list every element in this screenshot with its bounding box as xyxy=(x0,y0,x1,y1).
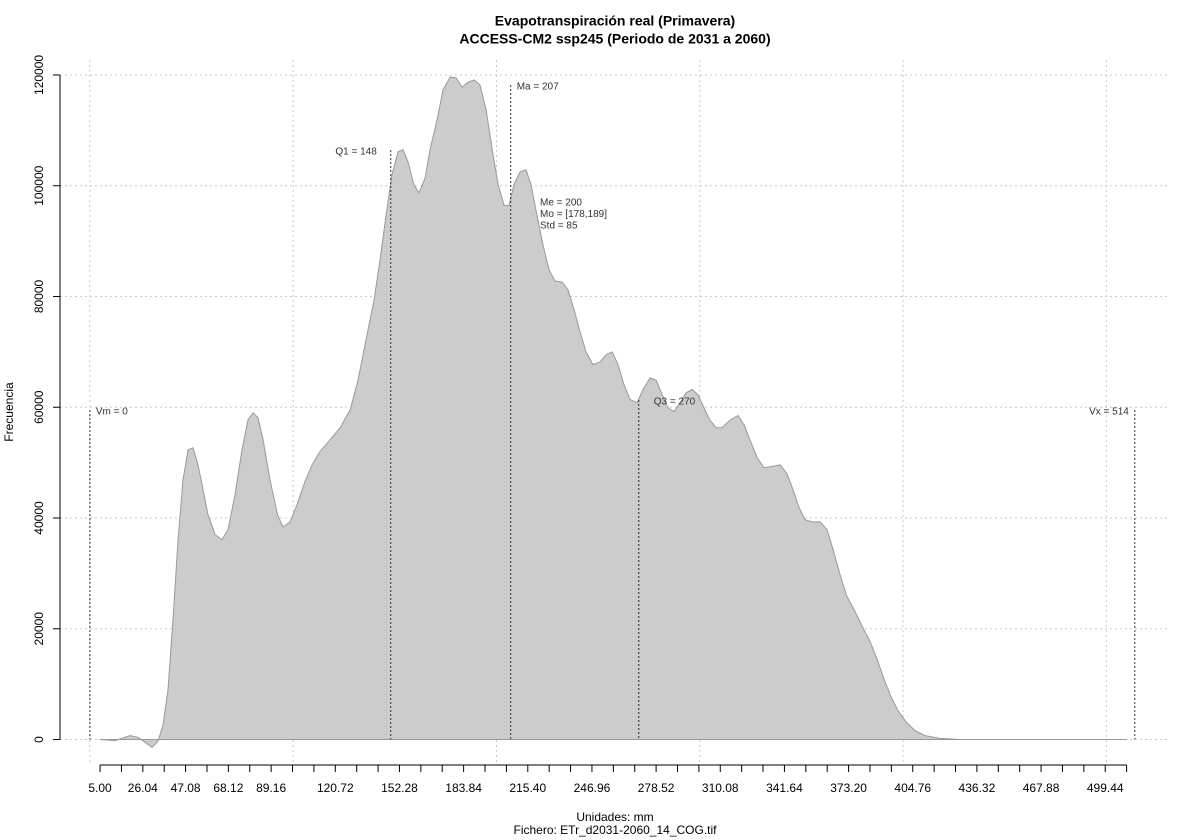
x-tick-label: 183.84 xyxy=(445,781,482,795)
x-tick-label: 246.96 xyxy=(574,781,611,795)
stat-label: Std = 85 xyxy=(540,221,578,232)
y-tick-label: 80000 xyxy=(32,279,46,313)
y-tick-label: 40000 xyxy=(32,501,46,535)
x-tick-label: 467.88 xyxy=(1023,781,1060,795)
marker-label: Q3 = 270 xyxy=(654,397,696,408)
x-tick-label: 89.16 xyxy=(256,781,286,795)
x-tick-label: 278.52 xyxy=(638,781,675,795)
y-tick-label: 0 xyxy=(32,736,46,743)
marker-label: Q1 = 148 xyxy=(335,147,377,158)
x-tick-label: 47.08 xyxy=(171,781,201,795)
x-tick-label: 341.64 xyxy=(766,781,803,795)
x-tick-label: 120.72 xyxy=(317,781,354,795)
x-tick-label: 373.20 xyxy=(830,781,867,795)
chart-title: Evapotranspiración real (Primavera) xyxy=(495,13,735,29)
x-tick-label: 68.12 xyxy=(213,781,243,795)
y-tick-label: 100000 xyxy=(32,165,46,205)
x-tick-label: 310.08 xyxy=(702,781,739,795)
x-tick-label: 215.40 xyxy=(509,781,546,795)
marker-label: Vm = 0 xyxy=(96,407,128,418)
density-area xyxy=(99,76,1128,748)
stat-label: Me = 200 xyxy=(540,198,582,209)
x-axis-label: Unidades: mm xyxy=(576,810,653,824)
x-tick-label: 436.32 xyxy=(959,781,996,795)
x-tick-label: 404.76 xyxy=(894,781,931,795)
x-tick-label: 499.44 xyxy=(1087,781,1124,795)
chart-subtitle: ACCESS-CM2 ssp245 (Periodo de 2031 a 206… xyxy=(459,31,770,47)
x-tick-label: 152.28 xyxy=(381,781,418,795)
stat-label: Mo = [178,189] xyxy=(540,209,607,220)
caption: Fichero: ETr_d2031-2060_14_COG.tif xyxy=(514,823,718,837)
x-tick-label: 26.04 xyxy=(128,781,158,795)
y-tick-label: 60000 xyxy=(32,390,46,424)
y-tick-label: 120000 xyxy=(32,55,46,95)
marker-label: Vx = 514 xyxy=(1089,407,1129,418)
marker-label: Ma = 207 xyxy=(517,82,559,93)
x-tick-label: 5.00 xyxy=(88,781,112,795)
y-tick-label: 20000 xyxy=(32,612,46,646)
y-axis-label: Frecuencia xyxy=(2,382,16,442)
